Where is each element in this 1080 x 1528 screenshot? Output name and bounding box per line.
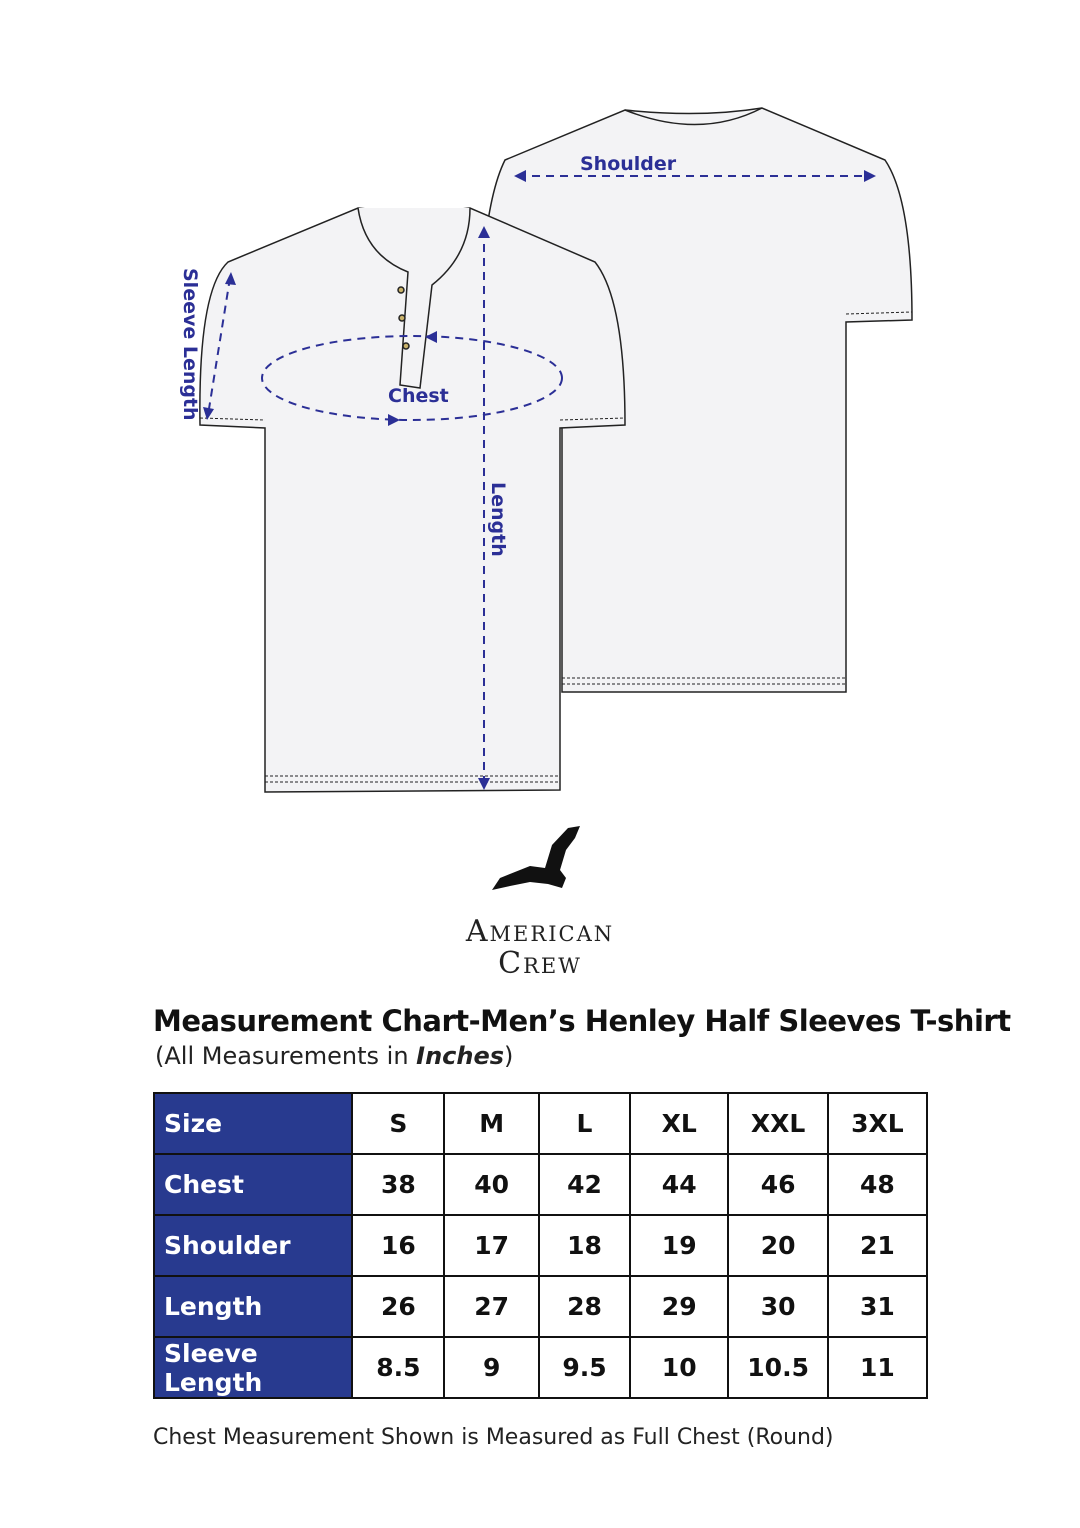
table-cell: 44 [629,1153,730,1216]
page-subtitle: (All Measurements in Inches) [155,1042,513,1070]
table-cell: 8.5 [351,1336,446,1399]
table-header-row: Size S M L XL XXL 3XL [152,1092,929,1155]
table-cell: 11 [826,1336,929,1399]
subtitle-suffix: ) [504,1042,514,1070]
table-cell: 17 [443,1214,540,1277]
arrowheads [203,170,876,790]
row-header: Shoulder [152,1214,354,1277]
table-row: Chest 38 40 42 44 46 48 [152,1153,929,1216]
size-header: S [351,1092,446,1155]
shirt-measurement-diagram: Shoulder Chest Length Sleeve Length [179,107,913,890]
size-header: L [537,1092,632,1155]
table-cell: 19 [629,1214,730,1277]
row-header: Size [152,1092,354,1155]
table-cell: 28 [537,1275,632,1338]
table-cell: 16 [351,1214,446,1277]
table-row: Shoulder 16 17 18 19 20 21 [152,1214,929,1277]
row-header: Length [152,1275,354,1338]
table-cell: 9.5 [537,1336,632,1399]
footnote: Chest Measurement Shown is Measured as F… [153,1425,834,1450]
table-cell: 48 [826,1153,929,1216]
size-chart-table: Size S M L XL XXL 3XL Chest 38 40 42 44 46 48 S… [152,1092,929,1399]
table-cell: 26 [351,1275,446,1338]
size-header: XXL [727,1092,829,1155]
eagle-icon [492,826,580,890]
table-row: Sleeve Length 8.5 9 9.5 10 10.5 11 [152,1336,929,1399]
shoulder-label: Shoulder [580,153,677,175]
row-header: Sleeve Length [152,1336,354,1399]
table-cell: 27 [443,1275,540,1338]
table-cell: 30 [727,1275,829,1338]
table-cell: 10.5 [727,1336,829,1399]
shirt-front-view [199,207,626,793]
table-cell: 9 [443,1336,540,1399]
table-cell: 42 [537,1153,632,1216]
table-cell: 40 [443,1153,540,1216]
page-title: Measurement Chart-Men’s Henley Half Slee… [153,1004,1011,1038]
row-header: Chest [152,1153,354,1216]
table-row: Length 26 27 28 29 30 31 [152,1275,929,1338]
brand-name-line2: Crew [498,946,582,981]
table-cell: 31 [826,1275,929,1338]
measurement-lines [207,175,872,785]
table-cell: 21 [826,1214,929,1277]
sleeve-length-label: Sleeve Length [179,268,201,421]
size-header: 3XL [826,1092,929,1155]
size-header: XL [629,1092,730,1155]
brand-name-line1: American [465,914,615,949]
subtitle-unit: Inches [416,1042,505,1070]
table-cell: 20 [727,1214,829,1277]
table-cell: 10 [629,1336,730,1399]
table-cell: 38 [351,1153,446,1216]
table-cell: 18 [537,1214,632,1277]
table-cell: 29 [629,1275,730,1338]
subtitle-prefix: (All Measurements in [155,1042,417,1070]
length-label: Length [487,482,509,557]
chest-label: Chest [388,385,449,407]
size-header: M [443,1092,540,1155]
table-cell: 46 [727,1153,829,1216]
